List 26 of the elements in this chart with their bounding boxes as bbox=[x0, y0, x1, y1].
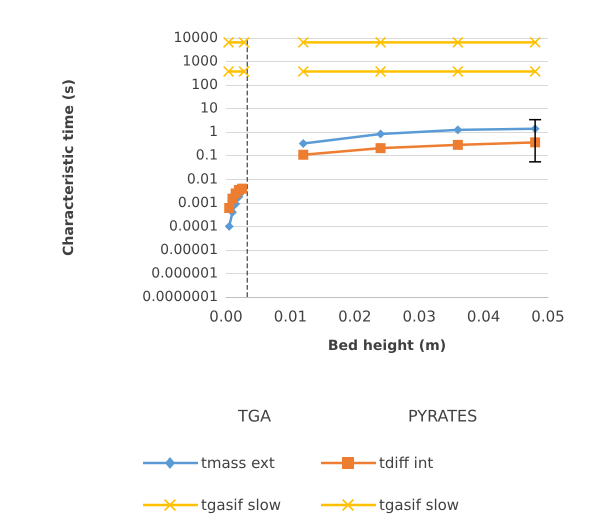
text: PYRATES bbox=[408, 406, 478, 426]
y-tick-label: 0.000001 bbox=[151, 265, 218, 282]
y-tick-label: 1000 bbox=[182, 54, 218, 70]
legend-label: tgasif slow bbox=[379, 496, 460, 514]
y-tick-label: 0.001 bbox=[178, 194, 218, 211]
x-tick-label: 0.00 bbox=[209, 308, 243, 326]
x-tick-label: 0.05 bbox=[531, 308, 565, 326]
y-tick-label: 1 bbox=[209, 124, 218, 140]
legend-label: tgasif slow bbox=[201, 496, 282, 514]
y-tick-label: 0.0001 bbox=[169, 218, 218, 234]
y-axis-title: Characteristic time (s) bbox=[61, 79, 77, 256]
y-tick-label: 0.01 bbox=[186, 171, 218, 188]
y-tick-label: 10000 bbox=[173, 30, 218, 46]
y-tick-label: 10 bbox=[200, 100, 218, 117]
x-tick-label: 0.02 bbox=[338, 308, 372, 326]
y-tick-label: 100 bbox=[191, 77, 218, 94]
x-tick-label: 0.03 bbox=[402, 308, 436, 326]
x-axis-title: Bed height (m) bbox=[328, 338, 446, 354]
legend-label: tdiff int bbox=[379, 454, 434, 472]
x-tick-label: 0.04 bbox=[466, 308, 500, 326]
y-tick-label: 0.00001 bbox=[160, 242, 218, 258]
text: TGA bbox=[237, 406, 272, 426]
x-tick-label: 0.01 bbox=[274, 308, 308, 326]
legend-label: tmass ext bbox=[201, 454, 275, 472]
y-tick-label: 0.1 bbox=[196, 148, 218, 164]
y-tick-label: 0.0000001 bbox=[142, 289, 218, 305]
